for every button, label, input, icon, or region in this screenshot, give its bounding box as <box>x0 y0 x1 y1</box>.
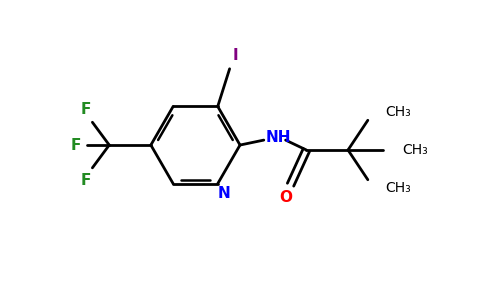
Text: CH₃: CH₃ <box>386 105 411 119</box>
Text: CH₃: CH₃ <box>386 181 411 195</box>
Text: F: F <box>80 102 91 117</box>
Text: I: I <box>233 48 239 63</box>
Text: F: F <box>80 173 91 188</box>
Text: F: F <box>70 137 81 152</box>
Text: N: N <box>217 186 230 201</box>
Text: O: O <box>279 190 292 205</box>
Text: CH₃: CH₃ <box>403 143 428 157</box>
Text: NH: NH <box>266 130 291 145</box>
